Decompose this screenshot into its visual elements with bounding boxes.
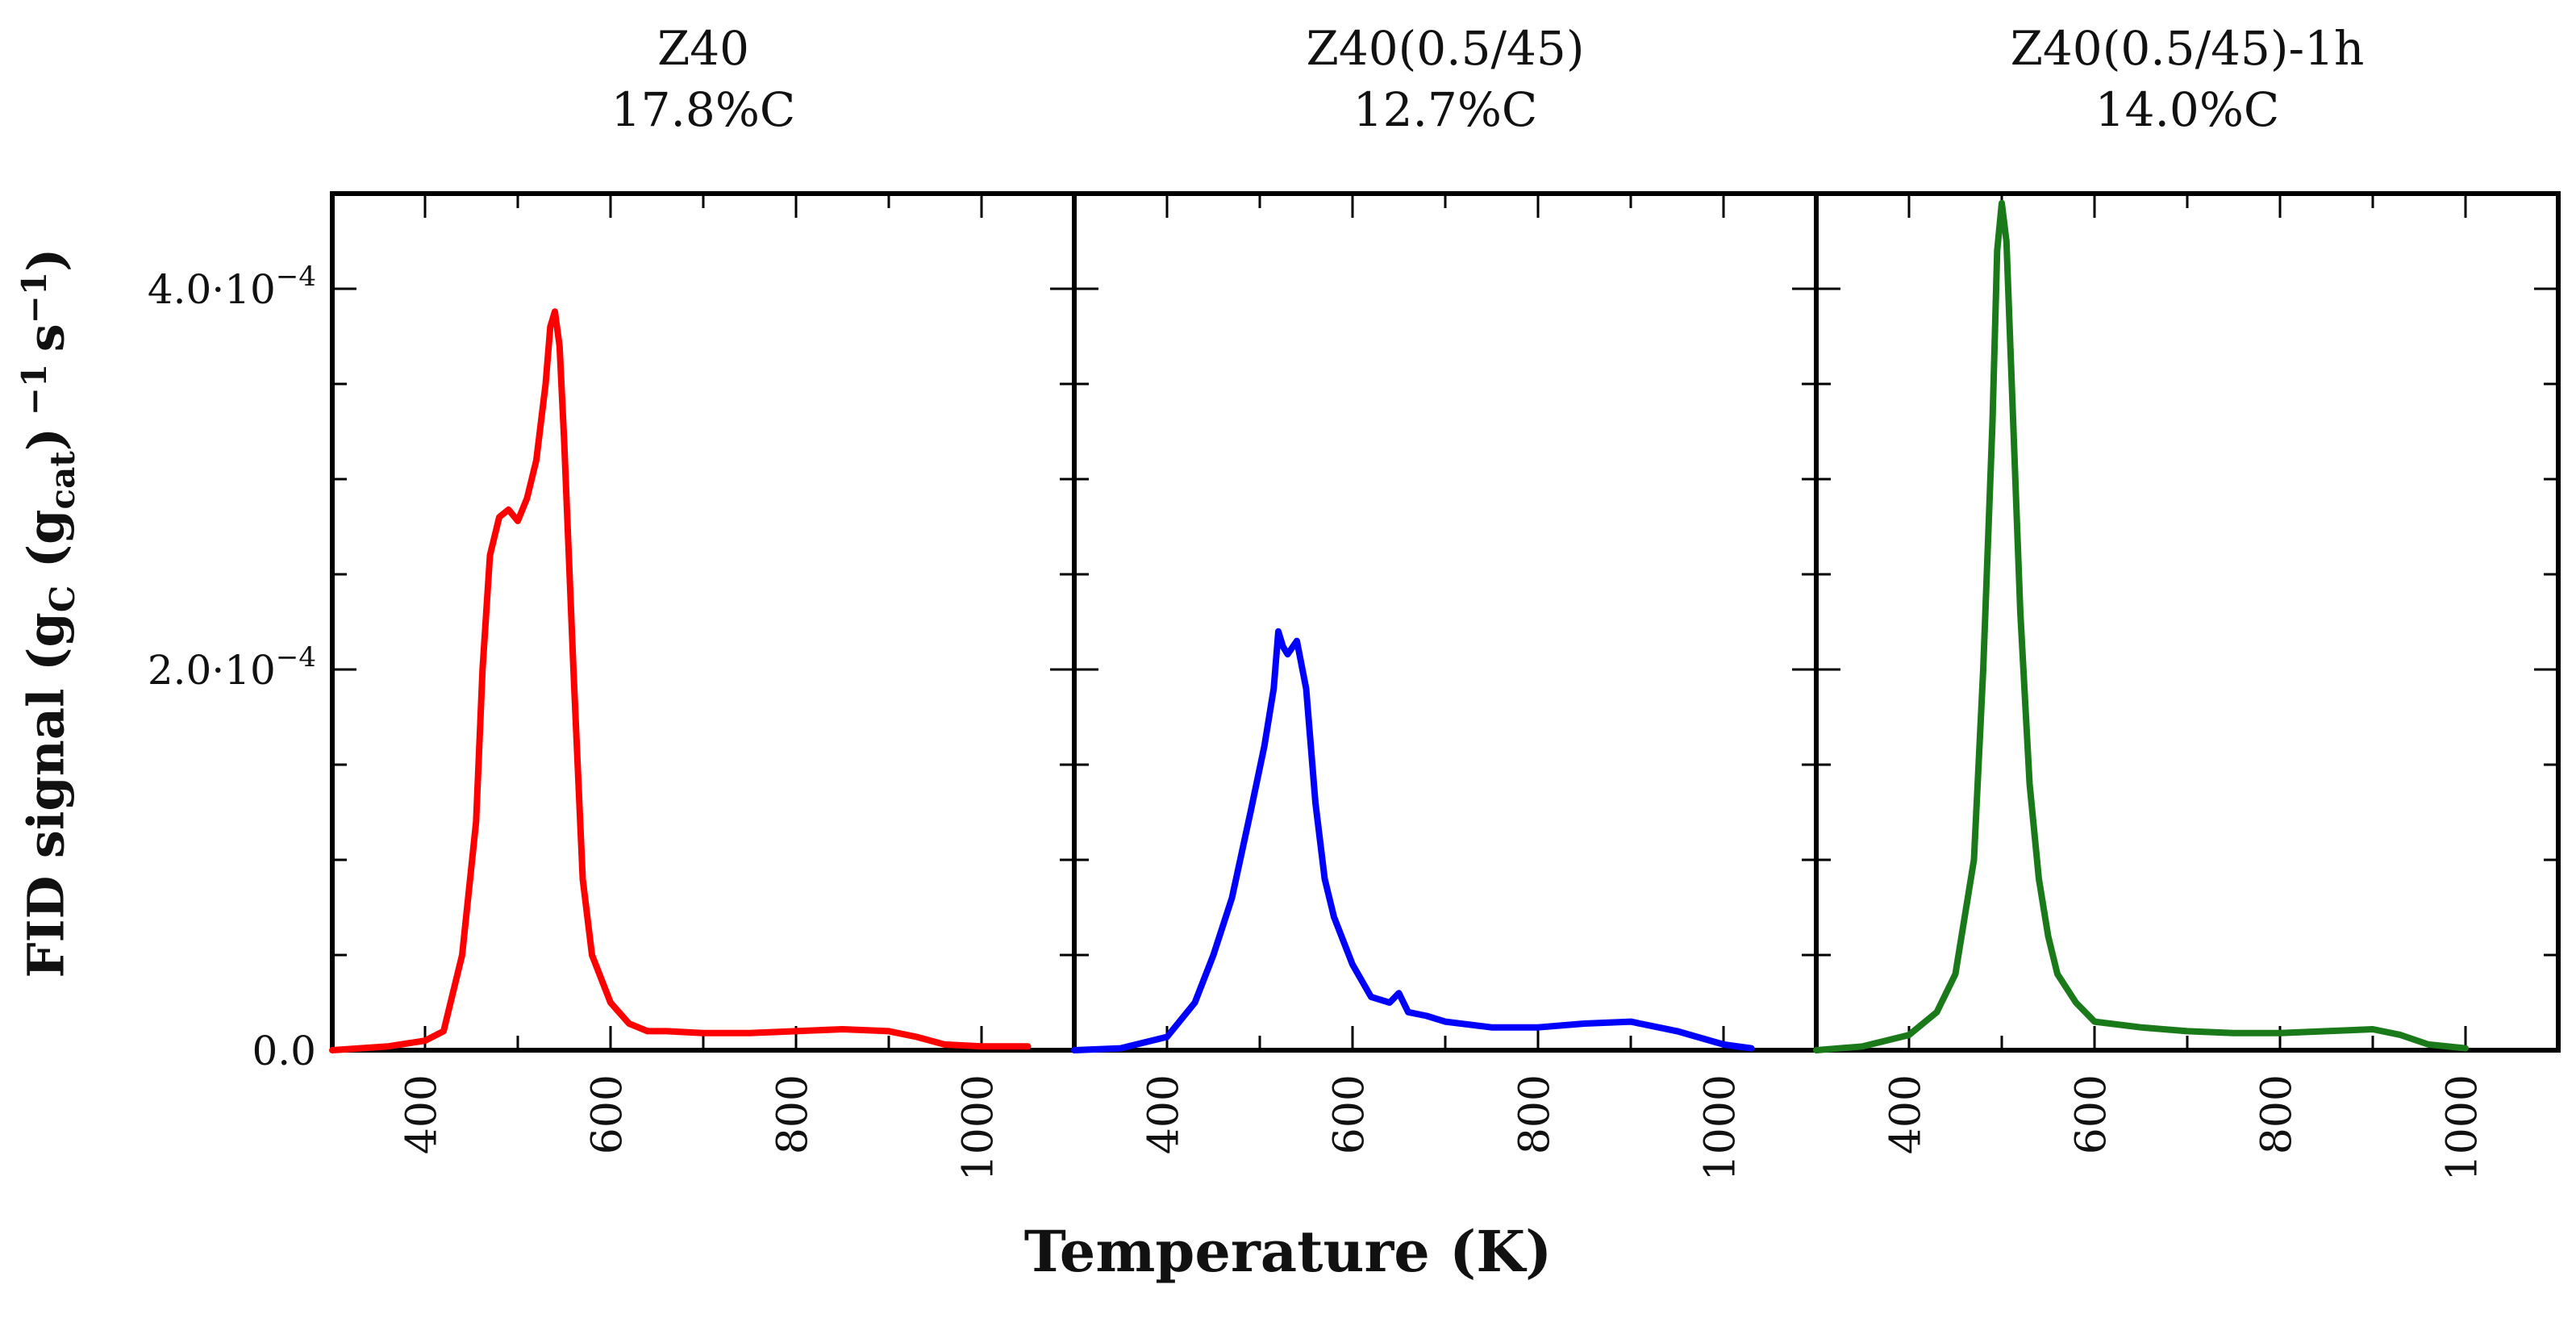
ylabel-prefix: FID signal (g [16,612,76,978]
x-tick-label: 1000 [2439,1074,2487,1181]
y-tick-label: 2.0·10−4 [148,641,316,694]
panel-title-3: Z40(0.5/45)-1h 14.0%C [1824,18,2550,140]
panel-3-title: Z40(0.5/45)-1h [2010,21,2365,76]
x-tick-label: 400 [398,1074,447,1154]
x-tick-label: 600 [2068,1074,2116,1154]
ylabel-s: s [16,323,76,352]
panel-frame-2 [1072,191,1819,1053]
x-tick-label: 1000 [1697,1074,1745,1181]
ylabel-sub1: C [43,585,83,613]
y-axis-label: FID signal (gC (gcat) −1 s−1) [15,210,82,1016]
series-line-3 [1813,199,2469,1053]
ylabel-end: ) [16,248,76,272]
panel-1-title: Z40 [657,21,750,76]
y-tick-label: 0.0 [252,1028,316,1074]
ylabel-mid: (g [16,509,76,586]
x-tick-label: 1000 [955,1074,1003,1181]
ylabel-close: ) [16,427,76,452]
panel-1-subtitle: 17.8%C [611,82,796,137]
x-tick-label: 600 [584,1074,632,1154]
y-tick-label: 4.0·10−4 [148,261,316,313]
x-tick-label: 800 [1511,1074,1560,1154]
x-tick-label: 600 [1326,1074,1374,1154]
x-tick-label: 800 [769,1074,818,1154]
x-axis-label: Temperature (K) [1023,1218,1553,1285]
panel-title-2: Z40(0.5/45) 12.7%C [1082,18,1808,140]
series-line-1 [329,308,1032,1053]
panel-title-1: Z40 17.8%C [340,18,1066,140]
x-tick-label: 400 [1882,1074,1931,1154]
panel-3-subtitle: 14.0%C [2095,82,2280,137]
ylabel-sup2: −1 [14,271,54,324]
ylabel-sup1: −1 [14,352,54,428]
panel-2-subtitle: 12.7%C [1353,82,1538,137]
x-tick-label: 400 [1140,1074,1189,1154]
series-line-2 [1071,628,1755,1053]
ylabel-sub2: cat [43,451,83,510]
panel-2-title: Z40(0.5/45) [1306,21,1585,76]
panel-frame-3 [1814,191,2561,1053]
panel-frame-1 [330,191,1077,1053]
x-tick-label: 800 [2253,1074,2302,1154]
